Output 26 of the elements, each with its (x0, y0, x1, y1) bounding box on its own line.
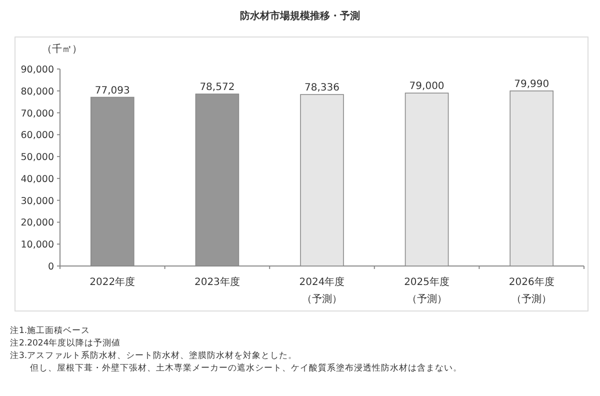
data-label: 79,990 (514, 78, 550, 90)
data-label: 79,000 (409, 81, 444, 92)
x-tick-label: 2024年度（予測） (299, 276, 345, 305)
text: 注1.施工面積ベース (10, 325, 90, 336)
data-label: 77,093 (94, 85, 130, 96)
text: 注2.2024年度以降は予測値 (10, 338, 121, 348)
y-tick-label: 80,000 (20, 86, 54, 98)
x-tick-label: 2022年度 (90, 276, 136, 288)
text: 注3.アスファルト系防水材、シート防水材、塗膜防水材を対象とした。 (10, 350, 298, 361)
text: 但し、屋根下葺・外壁下張材、土木専業メーカーの遮水シート、ケイ酸質系塗布浸透性防水材は含まない。 (30, 362, 462, 374)
y-tick-label: 60,000 (20, 130, 54, 142)
y-tick-label: 30,000 (20, 196, 54, 207)
y-tick-label: 0 (48, 262, 54, 272)
y-axis-title: （千㎡） (42, 43, 82, 55)
y-tick-label: 70,000 (20, 108, 54, 120)
y-tick-label: 10,000 (20, 240, 54, 251)
y-tick-label: 40,000 (20, 174, 54, 185)
data-label: 78,572 (200, 82, 235, 94)
chart-title: 防水材市場規模推移・予測 (240, 10, 360, 22)
x-tick-label: 2026年度（予測） (508, 276, 554, 305)
x-tick-label: 2025年度（予測） (404, 276, 450, 305)
y-tick-label: 20,000 (20, 218, 54, 229)
y-tick-label: 50,000 (20, 152, 54, 164)
y-tick-label: 90,000 (20, 64, 54, 76)
data-label: 78,336 (304, 82, 340, 94)
x-tick-label: 2023年度 (194, 276, 240, 288)
